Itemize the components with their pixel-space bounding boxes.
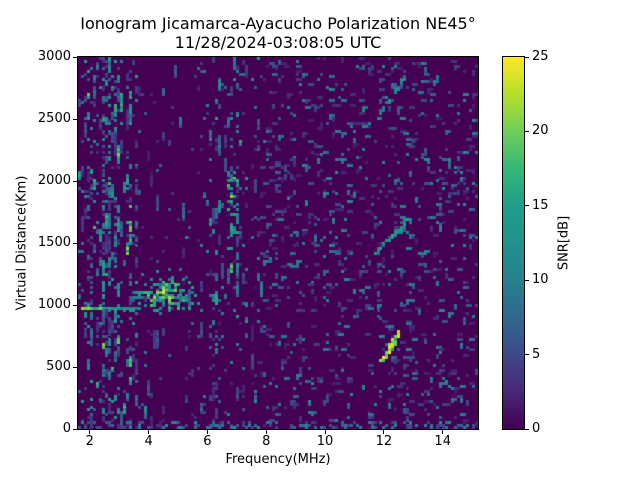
colorbar-tick-mark bbox=[525, 205, 529, 207]
chart-title: Ionogram Jicamarca-Ayacucho Polarization… bbox=[80, 14, 476, 33]
x-tick-mark bbox=[265, 430, 267, 434]
x-tick-mark bbox=[383, 430, 385, 434]
y-tick-mark bbox=[73, 118, 77, 120]
colorbar-tick-label: 0 bbox=[532, 421, 541, 436]
colorbar-tick-mark bbox=[525, 354, 529, 356]
x-tick-mark bbox=[89, 430, 91, 434]
y-tick-mark bbox=[73, 304, 77, 306]
y-tick-label: 2000 bbox=[37, 173, 71, 188]
colorbar-tick-mark bbox=[525, 130, 529, 132]
x-tick-label: 10 bbox=[316, 434, 334, 449]
x-axis-label: Frequency(MHz) bbox=[225, 452, 331, 467]
colorbar-gradient bbox=[503, 57, 524, 429]
y-tick-mark bbox=[73, 242, 77, 244]
y-tick-mark bbox=[73, 366, 77, 368]
x-tick-mark bbox=[148, 430, 150, 434]
colorbar-tick-label: 5 bbox=[532, 346, 541, 362]
x-tick-label: 8 bbox=[262, 434, 271, 449]
x-tick-mark bbox=[206, 430, 208, 434]
colorbar-tick-mark bbox=[525, 279, 529, 281]
y-tick-label: 1500 bbox=[37, 235, 71, 250]
title-block: Ionogram Jicamarca-Ayacucho Polarization… bbox=[78, 14, 478, 52]
y-tick-mark bbox=[73, 56, 77, 58]
x-tick-label: 4 bbox=[144, 434, 153, 449]
x-tick-label: 14 bbox=[434, 434, 451, 449]
y-tick-label: 2500 bbox=[37, 111, 71, 126]
colorbar-tick-mark bbox=[525, 56, 529, 58]
x-tick-label: 12 bbox=[375, 434, 393, 449]
y-tick-label: 3000 bbox=[37, 49, 71, 64]
x-tick-mark bbox=[324, 430, 326, 434]
y-tick-label: 500 bbox=[46, 359, 71, 374]
chart-subtitle: 11/28/2024-03:08:05 UTC bbox=[174, 33, 382, 52]
y-tick-label: 1000 bbox=[37, 297, 71, 312]
x-tick-label: 6 bbox=[203, 434, 212, 449]
y-tick-label: 0 bbox=[62, 421, 71, 436]
y-tick-mark bbox=[73, 180, 77, 182]
colorbar-tick-label: 20 bbox=[532, 123, 549, 139]
colorbar-tick-label: 25 bbox=[532, 49, 549, 64]
colorbar-tick-label: 15 bbox=[532, 197, 549, 213]
x-tick-label: 2 bbox=[85, 434, 94, 449]
y-tick-mark bbox=[73, 428, 77, 430]
x-tick-mark bbox=[442, 430, 444, 434]
y-axis-label: Virtual Distance(Km) bbox=[14, 175, 30, 311]
colorbar-label: SNR[dB] bbox=[556, 215, 572, 271]
colorbar-tick-label: 10 bbox=[532, 272, 549, 288]
ionogram-heatmap-image bbox=[78, 57, 478, 429]
colorbar-tick-mark bbox=[525, 428, 529, 430]
